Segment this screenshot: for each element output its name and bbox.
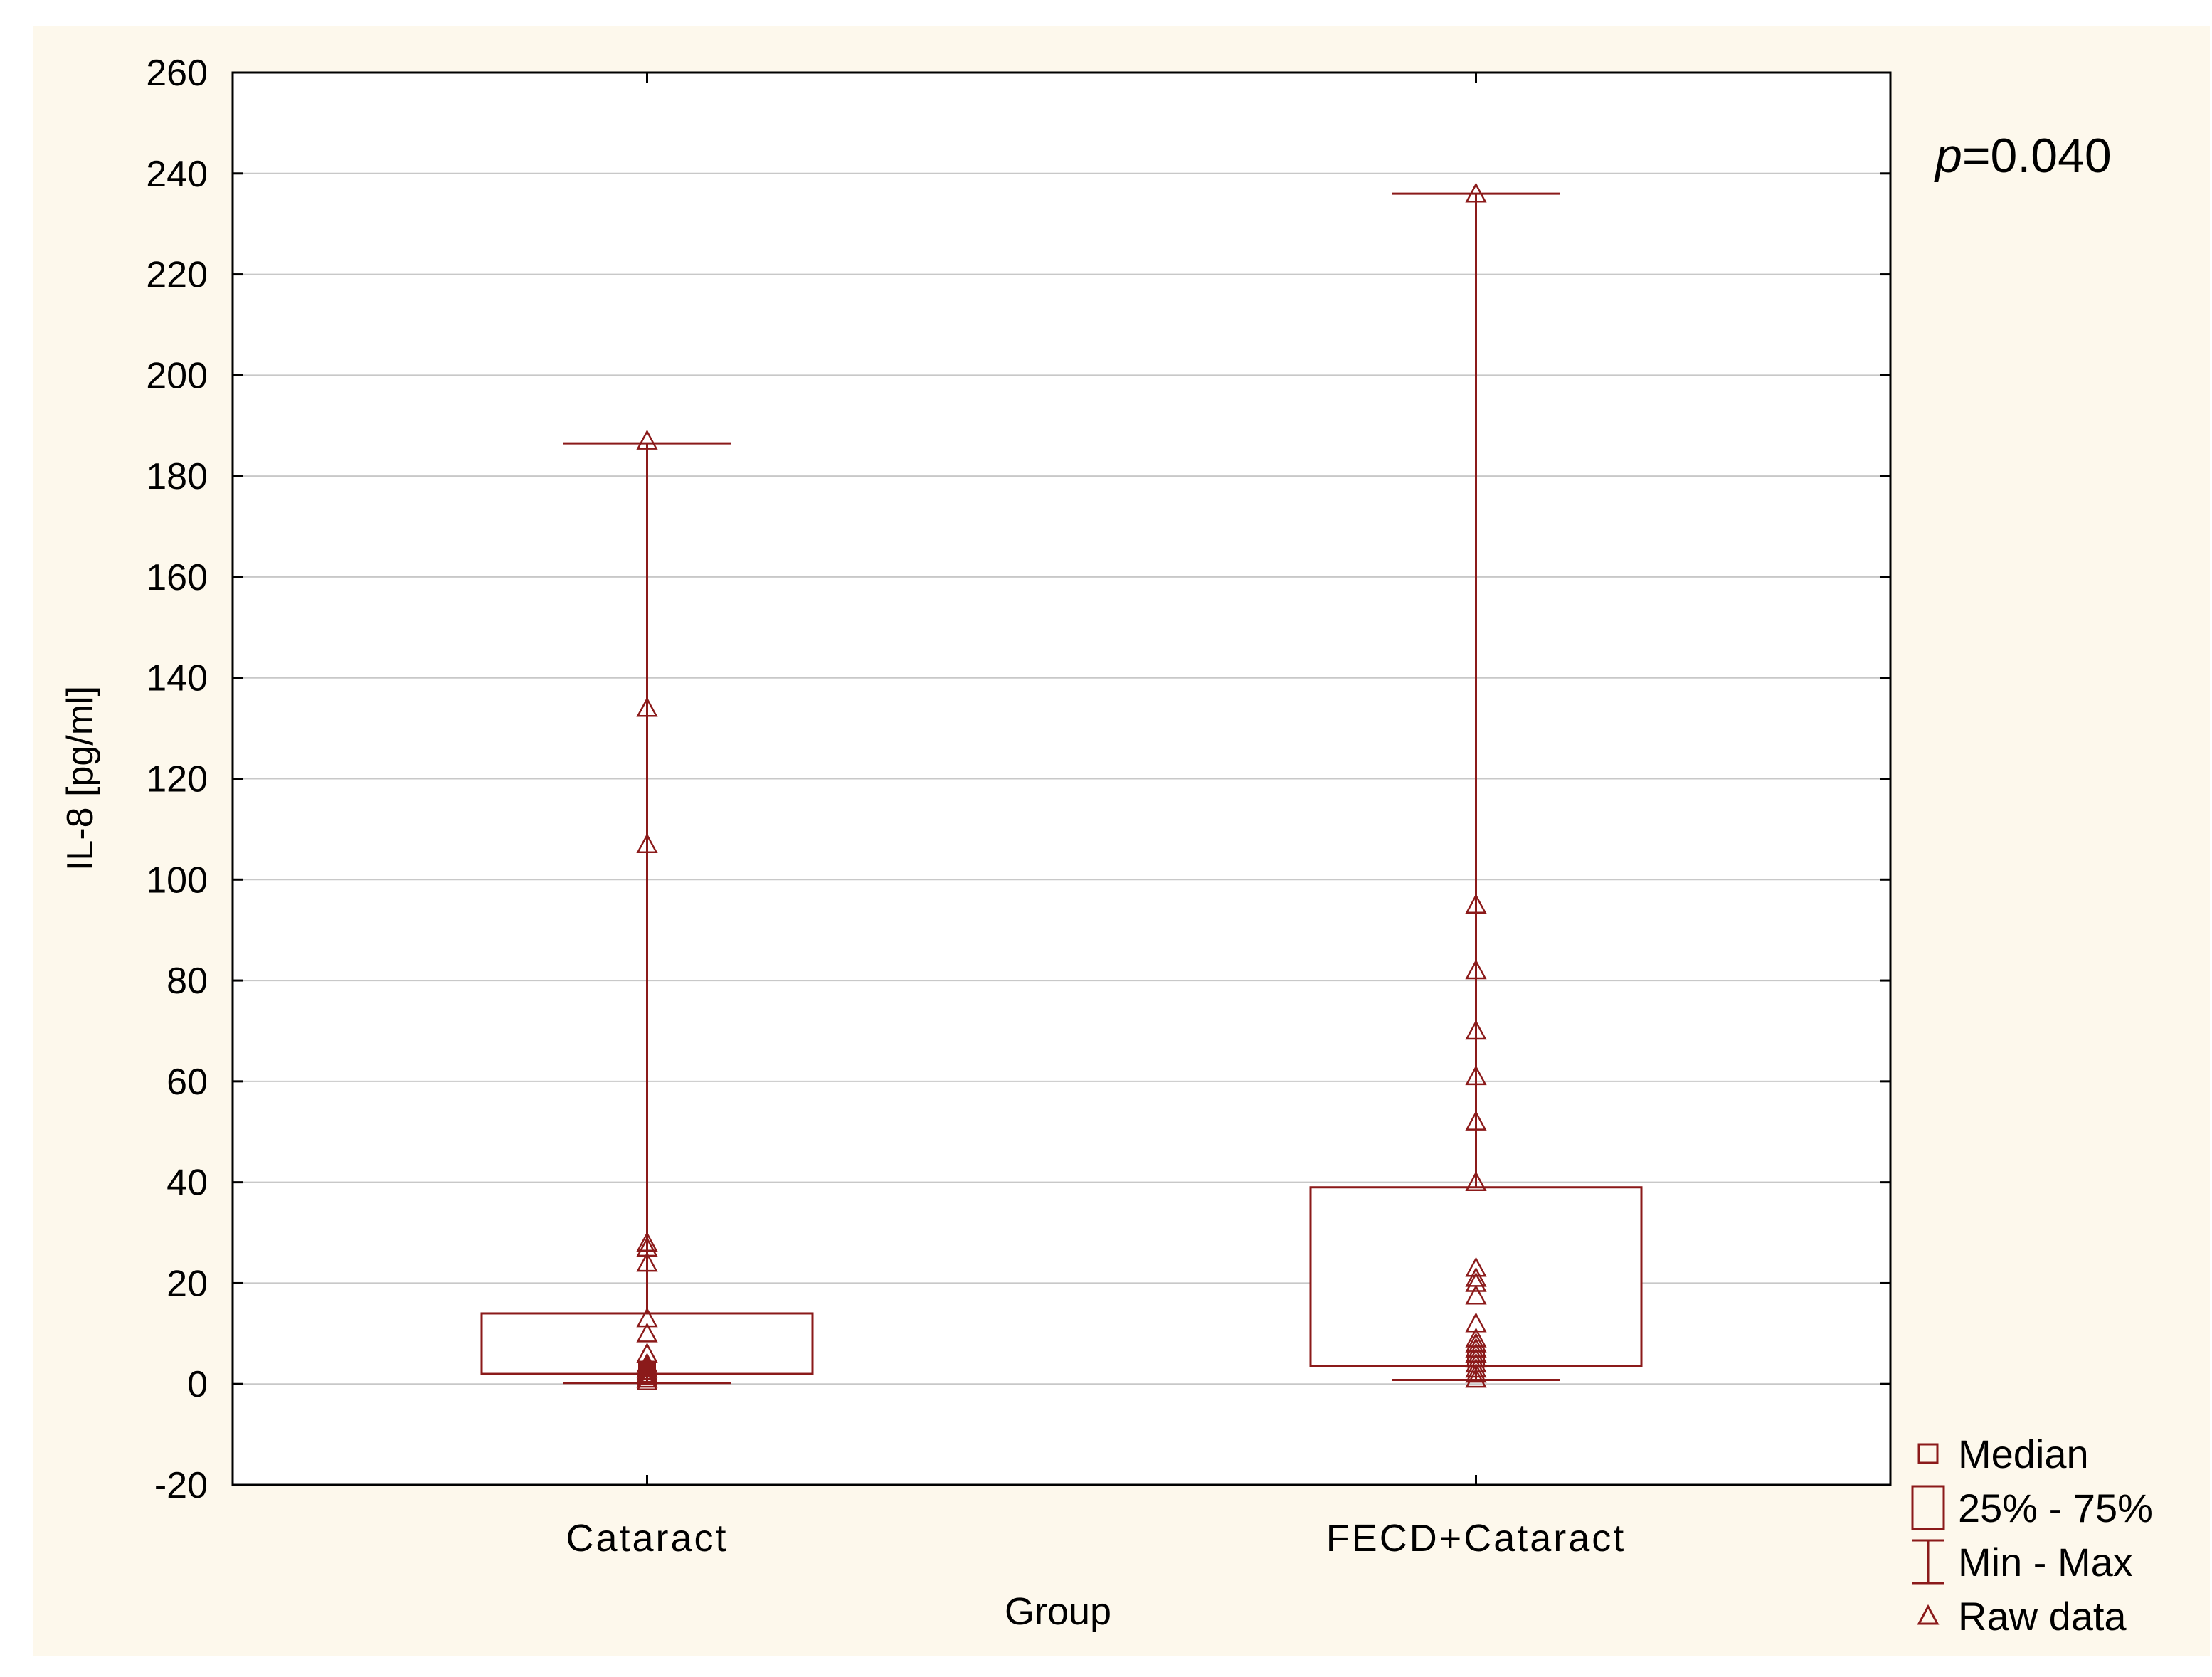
raw-data-point — [636, 1363, 658, 1383]
raw-data-point — [636, 1307, 658, 1328]
raw-data-point — [636, 1360, 658, 1380]
raw-data-point — [636, 1252, 658, 1272]
y-tick-label: 240 — [146, 154, 208, 195]
legend-label: 25% - 75% — [1958, 1486, 2153, 1530]
raw-data-point — [1465, 1065, 1487, 1086]
raw-data-point — [1465, 1312, 1487, 1333]
y-tick-label: 160 — [146, 557, 208, 598]
legend-label: Median — [1958, 1432, 2089, 1476]
raw-data-point — [1465, 894, 1487, 914]
raw-data-point — [1465, 1110, 1487, 1131]
box-group — [480, 429, 814, 1390]
raw-data-point — [1465, 1271, 1487, 1292]
legend-item: 25% - 75% — [1911, 1485, 2153, 1530]
y-tick-label: 20 — [166, 1263, 208, 1304]
y-tick-label: 100 — [146, 859, 208, 901]
y-tick-label: 140 — [146, 658, 208, 699]
raw-data-point — [1465, 1327, 1487, 1348]
raw-data-point — [1465, 959, 1487, 980]
raw-data-point — [1465, 1020, 1487, 1040]
raw-data-point — [636, 833, 658, 853]
legend-box-icon — [1911, 1485, 1945, 1530]
y-tick-label: 260 — [146, 53, 208, 94]
legend-item: Min - Max — [1912, 1539, 2133, 1585]
raw-data-point — [1465, 1367, 1487, 1388]
boxes — [480, 182, 1643, 1390]
box-group — [1309, 182, 1643, 1388]
raw-data-point — [636, 1322, 658, 1343]
y-tick-label: -20 — [154, 1465, 208, 1506]
raw-data-point — [1465, 1363, 1487, 1383]
y-tick-label: 80 — [166, 961, 208, 1002]
legend: Median 25% - 75% Min - Max Raw data — [1911, 1432, 2153, 1639]
p-value: =0.040 — [1962, 129, 2112, 183]
x-tick-label: Cataract — [566, 1517, 728, 1560]
raw-data-point — [636, 697, 658, 717]
y-tick-label: 40 — [166, 1163, 208, 1204]
x-axis-label: Group — [1005, 1590, 1111, 1633]
y-axis-label: IL-8 [pg/ml] — [60, 686, 101, 871]
legend-label: Min - Max — [1958, 1540, 2133, 1585]
raw-data-point — [1465, 182, 1487, 203]
raw-data-point — [636, 1232, 658, 1252]
y-tick-label: 120 — [146, 759, 208, 800]
y-tick-label: 220 — [146, 255, 208, 296]
iqr-box — [1309, 1186, 1643, 1367]
raw-data-point — [1465, 1343, 1487, 1363]
legend-item: Raw data — [1917, 1594, 2127, 1639]
raw-data-point — [636, 1370, 658, 1390]
legend-median-icon — [1917, 1443, 1939, 1464]
raw-data-point — [636, 429, 658, 450]
y-tick-label: 0 — [187, 1364, 208, 1405]
raw-data-point — [1465, 1353, 1487, 1373]
raw-data-point — [636, 1237, 658, 1257]
legend-item: Median — [1917, 1432, 2089, 1476]
raw-data-point — [636, 1358, 658, 1378]
x-axis: Cataract FECD+Cataract — [566, 73, 1626, 1560]
y-tick-label: 60 — [166, 1062, 208, 1103]
raw-data-point — [1465, 1171, 1487, 1191]
raw-data-point — [1465, 1337, 1487, 1358]
raw-data-point — [636, 1355, 658, 1375]
legend-triangle-icon — [1917, 1604, 1940, 1625]
raw-data-point — [1465, 1332, 1487, 1353]
raw-data-point — [1465, 1348, 1487, 1368]
gridlines — [233, 172, 1890, 1385]
raw-data-point — [1465, 1358, 1487, 1378]
raw-data-point — [636, 1367, 658, 1388]
y-tick-label: 200 — [146, 355, 208, 396]
p-value-annotation: p=0.040 — [1934, 129, 2112, 183]
legend-label: Raw data — [1958, 1594, 2127, 1639]
raw-data-point — [1465, 1257, 1487, 1277]
raw-data-point — [636, 1365, 658, 1385]
y-tick-label: 180 — [146, 456, 208, 497]
p-symbol: p — [1934, 129, 1962, 183]
x-tick-label: FECD+Cataract — [1326, 1517, 1626, 1560]
raw-data-point — [1465, 1284, 1487, 1305]
y-axis: -20 0 20 40 60 80 100 120 140 160 180 200 220 240 260 — [146, 53, 1890, 1506]
